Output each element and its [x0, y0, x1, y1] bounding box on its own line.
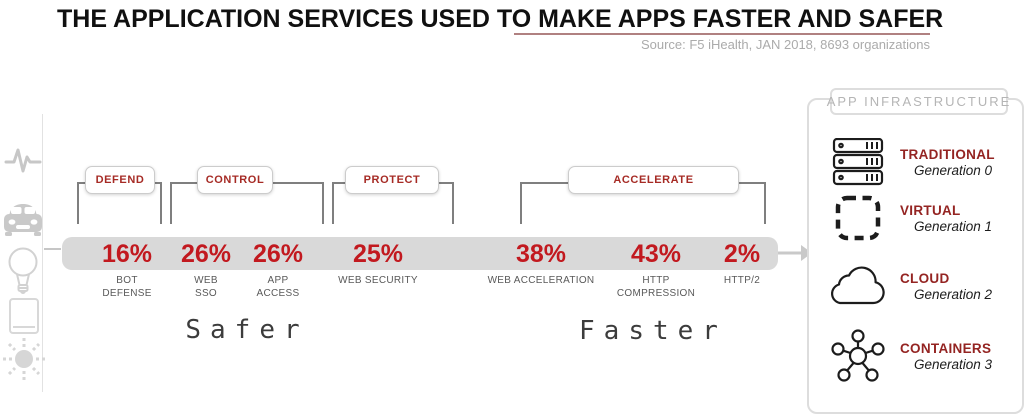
service-label: HTTP COMPRESSION: [616, 275, 696, 299]
car-icon: [3, 198, 43, 245]
page-title: THE APPLICATION SERVICES USED TO MAKE AP…: [57, 5, 944, 33]
bracket-label-defend: DEFEND: [85, 166, 155, 194]
dashed-box-icon: [822, 194, 894, 242]
left-rail-tick: [44, 248, 61, 250]
service-label: WEB ACCELERATION: [487, 275, 595, 286]
safer-annotation: Safer: [185, 315, 309, 345]
source-text: Source: F5 iHealth, JAN 2018, 8693 organ…: [640, 37, 930, 52]
infra-item-text: CONTAINERS Generation 3: [894, 341, 992, 372]
sun-icon: [2, 336, 46, 387]
service-label: APP ACCESS: [256, 275, 300, 299]
service-web-acceleration: 38% WEB ACCELERATION: [466, 240, 616, 287]
infra-item-generation: Generation 0: [914, 162, 993, 178]
infra-item-text: VIRTUAL Generation 1: [894, 203, 992, 234]
infra-item-cloud: CLOUD Generation 2: [822, 258, 1018, 314]
service-label: WEB SECURITY: [338, 275, 418, 286]
service-percentage: 2%: [723, 240, 761, 268]
left-rail-divider: [42, 114, 43, 392]
tablet-icon: [7, 296, 41, 341]
infra-item-label: CONTAINERS: [900, 340, 992, 356]
bracket-label-protect: PROTECT: [345, 166, 439, 194]
infra-item-text: CLOUD Generation 2: [894, 271, 992, 302]
service-label: HTTP/2: [723, 275, 761, 286]
service-percentage: 26%: [180, 240, 232, 268]
infra-item-label: CLOUD: [900, 270, 950, 286]
bulb-icon: [6, 246, 40, 303]
service-app-access: 26% APP ACCESS: [203, 240, 353, 300]
band-arrow-icon: [778, 240, 812, 271]
service-web-sso: 26% WEB SSO: [131, 240, 281, 300]
infra-item-generation: Generation 3: [914, 356, 993, 372]
service-web-security: 25% WEB SECURITY: [303, 240, 453, 287]
network-icon: [822, 328, 894, 384]
infra-item-containers: CONTAINERS Generation 3: [822, 328, 1018, 384]
service-bot-defense: 16% BOT DEFENSE: [52, 240, 202, 300]
pulse-icon: [4, 141, 42, 184]
infra-item-virtual: VIRTUAL Generation 1: [822, 192, 1018, 244]
service-percentage: 43%: [630, 240, 682, 268]
bracket-label-control: CONTROL: [197, 166, 273, 194]
service-label: BOT DEFENSE: [102, 275, 152, 299]
service-http-compression: 43% HTTP COMPRESSION: [581, 240, 731, 300]
app-infrastructure-title: APP INFRASTRUCTURE: [827, 88, 1009, 115]
services-band: [62, 237, 778, 270]
infra-item-generation: Generation 2: [914, 286, 993, 302]
bracket-label-accelerate: ACCELERATE: [568, 166, 739, 194]
infra-item-label: TRADITIONAL: [900, 146, 995, 162]
infra-item-traditional: TRADITIONAL Generation 0: [822, 136, 1018, 188]
service-label: WEB SSO: [194, 275, 218, 299]
faster-annotation: Faster: [579, 316, 727, 346]
service-percentage: 38%: [515, 240, 567, 268]
cloud-icon: [822, 263, 894, 309]
infra-item-generation: Generation 1: [914, 218, 993, 234]
title-underline: [514, 33, 930, 35]
service-percentage: 16%: [101, 240, 153, 268]
service-percentage: 25%: [352, 240, 404, 268]
service-http2: 2% HTTP/2: [682, 240, 802, 287]
app-infrastructure-panel: [807, 98, 1024, 414]
server-stack-icon: [822, 138, 894, 186]
infra-item-label: VIRTUAL: [900, 202, 961, 218]
service-percentage: 26%: [252, 240, 304, 268]
infra-item-text: TRADITIONAL Generation 0: [894, 147, 995, 178]
